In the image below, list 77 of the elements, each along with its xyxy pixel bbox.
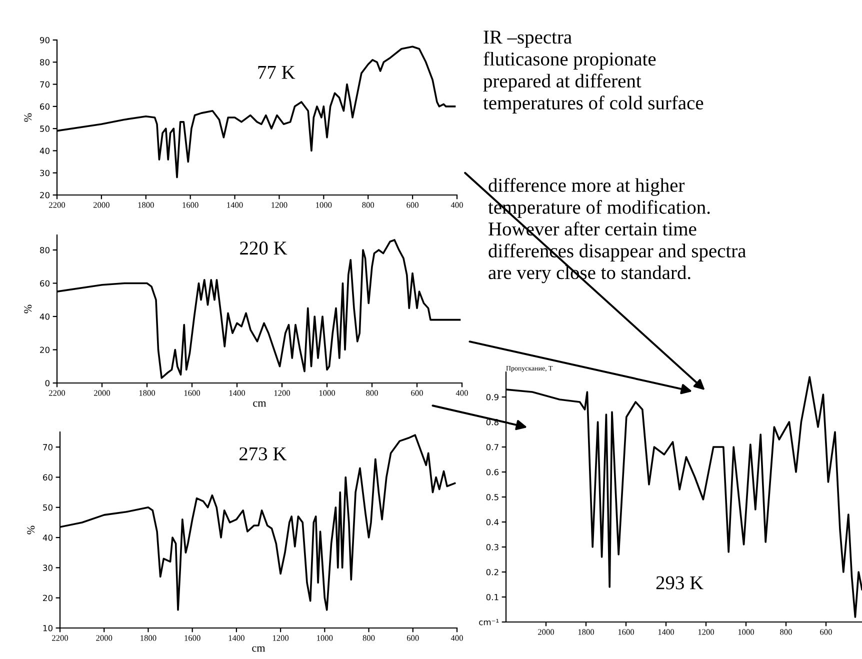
y-tick-label: 80: [40, 59, 50, 66]
x-tick-label: 1400: [227, 202, 243, 208]
annotation: 220 K: [240, 242, 288, 255]
x-tick-label: 1400: [658, 629, 674, 635]
y-tick-label: 50: [43, 504, 52, 511]
x-tick-label: 1800: [138, 202, 154, 208]
x-tick-label: 400: [456, 390, 468, 396]
x-tick-label: 800: [780, 629, 792, 635]
x-tick-label: 800: [366, 390, 378, 396]
y-axis-title: %: [24, 113, 32, 122]
y-tick-label: 60: [40, 280, 50, 287]
y-tick-label: 10: [43, 624, 52, 632]
x-tick-label: 1600: [618, 629, 634, 635]
y-tick-label: 20: [43, 594, 52, 602]
x-tick-label: 1600: [184, 635, 200, 641]
y-tick-label: 50: [40, 126, 50, 132]
x-tick-label: 1600: [182, 202, 198, 208]
y-tick-label: 70: [43, 444, 52, 450]
x-tick-label: 1600: [184, 390, 200, 396]
y-tick-label: 0: [45, 380, 50, 386]
x-tick-label: 600: [820, 629, 832, 635]
y-tick-label: 90: [40, 36, 50, 44]
y-tick-label: 0.6: [486, 468, 499, 476]
x-tick-label: 1000: [319, 390, 336, 396]
x-tick-label: 1200: [272, 635, 289, 641]
x-tick-label: 2000: [538, 629, 554, 635]
x-tick-label: 800: [362, 202, 374, 208]
x-tick-label: 600: [406, 635, 419, 641]
x-tick-label: 1200: [272, 202, 288, 208]
y-tick-label: 80: [40, 246, 50, 254]
y-tick-label: cm⁻¹: [479, 619, 499, 626]
y-axis-title: %: [27, 526, 35, 534]
x-tick-label: 800: [362, 635, 375, 641]
y-tick-label: 0.1: [486, 594, 498, 600]
y-tick-label: 0.4: [486, 518, 499, 526]
x-tick-label: 1400: [228, 635, 244, 641]
x-axis-title: cm: [253, 401, 266, 407]
y-tick-label: 40: [42, 534, 52, 541]
y-tick-label: 40: [40, 148, 50, 154]
text: IR –spectra fluticasone propionate prepared at different temperatures of cold surface: [483, 30, 704, 114]
x-tick-label: 1200: [274, 390, 290, 396]
annotation: 273 K: [240, 447, 287, 460]
x-tick-label: 2000: [96, 635, 112, 641]
x-tick-label: 1000: [316, 202, 332, 208]
x-tick-label: 1800: [140, 635, 156, 641]
y-tick-label: 40: [40, 313, 50, 320]
x-tick-label: 1000: [738, 629, 754, 635]
y-tick-label: 0.3: [486, 544, 498, 550]
x-axis-title: cm: [252, 646, 266, 652]
y-tick-label: 70: [40, 81, 50, 88]
x-tick-label: 1000: [317, 635, 333, 641]
y-tick-label: 20: [40, 346, 50, 354]
x-tick-label: 2000: [93, 202, 110, 208]
x-tick-label: 400: [450, 202, 463, 208]
x-tick-label: 600: [406, 202, 418, 208]
y-tick-label: 60: [40, 103, 50, 110]
x-tick-label: 400: [450, 635, 463, 641]
y-tick-label: 0.2: [486, 568, 498, 576]
x-tick-label: 1800: [578, 629, 594, 635]
y-tick-label: 0.9: [486, 394, 498, 400]
annotation: 293 K: [656, 576, 704, 590]
y-tick-label: 20: [40, 192, 50, 198]
y-tick-label: 0.7: [486, 444, 498, 450]
y-tick-label: 0.5: [486, 494, 498, 500]
x-tick-label: 1400: [229, 390, 246, 396]
x-tick-label: 2200: [49, 202, 66, 208]
x-tick-label: 2200: [49, 390, 66, 396]
y-tick-label: 30: [40, 170, 50, 176]
x-tick-label: 1200: [698, 629, 714, 635]
y-axis-title: %: [24, 304, 32, 314]
x-tick-label: 2200: [52, 635, 68, 641]
y-tick-label: 30: [43, 564, 52, 571]
x-tick-label: 1800: [139, 390, 156, 396]
x-tick-label: 2000: [94, 390, 110, 396]
annotation: 77 K: [258, 66, 296, 79]
x-tick-label: 600: [411, 390, 423, 396]
y-tick-label: 60: [43, 474, 52, 481]
